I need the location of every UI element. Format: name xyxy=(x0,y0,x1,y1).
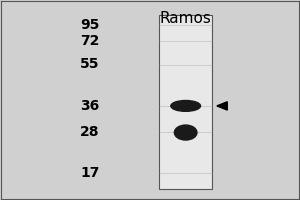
Text: 28: 28 xyxy=(80,125,100,139)
Text: Ramos: Ramos xyxy=(160,11,212,26)
Text: 55: 55 xyxy=(80,58,100,72)
Text: 72: 72 xyxy=(80,34,100,48)
Ellipse shape xyxy=(171,100,200,111)
Text: 95: 95 xyxy=(80,18,100,32)
Ellipse shape xyxy=(174,125,197,140)
Polygon shape xyxy=(217,102,227,110)
FancyBboxPatch shape xyxy=(159,15,212,189)
Text: 36: 36 xyxy=(80,99,100,113)
Text: 17: 17 xyxy=(80,166,100,180)
